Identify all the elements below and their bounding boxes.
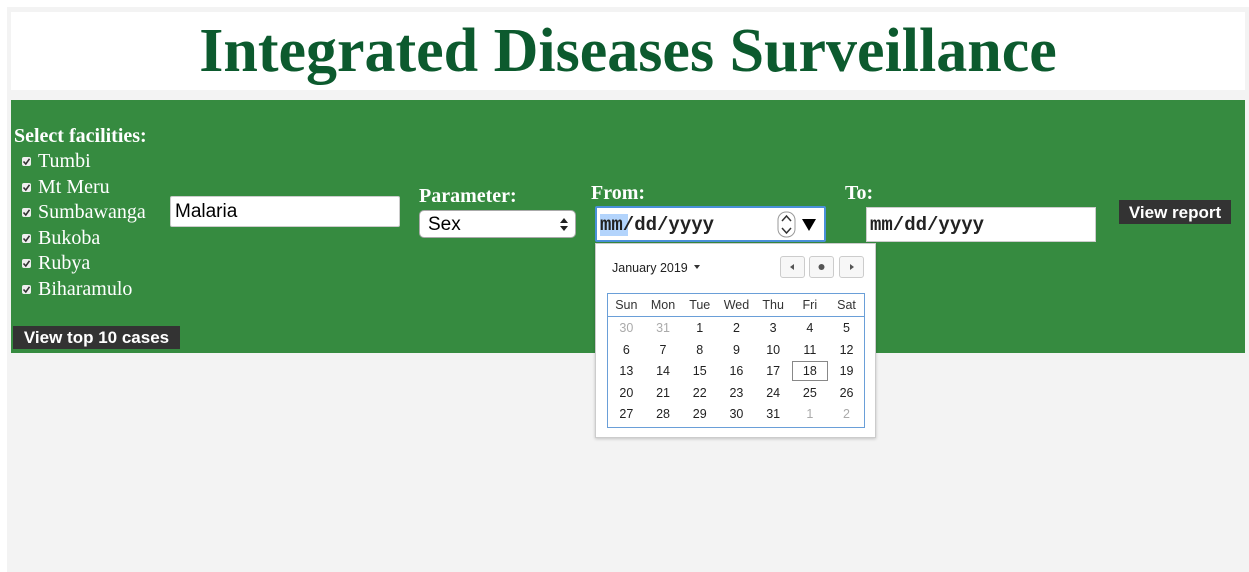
facility-checkbox[interactable] bbox=[22, 259, 31, 269]
calendar-day[interactable]: 30 bbox=[729, 407, 744, 422]
facility-name: Bukoba bbox=[38, 226, 101, 249]
facility-name: Sumbawanga bbox=[38, 201, 146, 224]
weekday-label: Sun bbox=[615, 298, 638, 312]
view-report-button[interactable]: View report bbox=[1119, 200, 1231, 224]
facility-name: Mt Meru bbox=[38, 175, 110, 198]
select-arrows bbox=[560, 218, 568, 231]
from-date-placeholder: mm/dd/yyyy bbox=[600, 214, 715, 236]
calendar-day[interactable]: 17 bbox=[766, 364, 781, 379]
calendar-day[interactable]: 31 bbox=[766, 407, 781, 422]
page-title: Integrated Diseases Surveillance bbox=[199, 17, 1057, 85]
calendar-day[interactable]: 6 bbox=[622, 342, 630, 357]
calendar-day[interactable]: 13 bbox=[619, 364, 634, 379]
parameter-value: Sex bbox=[428, 214, 461, 235]
from-label: From: bbox=[591, 182, 646, 204]
facility-checkbox[interactable] bbox=[22, 182, 31, 192]
weekday-label: Tue bbox=[689, 298, 711, 312]
calendar-day[interactable]: 4 bbox=[806, 321, 814, 335]
to-date-placeholder: mm/dd/yyyy bbox=[870, 214, 985, 236]
calendar-popup: January 2019 Sun Mon Tue Wed Thu Fri Sat 30 31 1 2… bbox=[595, 243, 876, 438]
weekday-label: Mon bbox=[650, 298, 676, 312]
to-date-input[interactable]: mm/dd/yyyy bbox=[866, 207, 1096, 242]
check-mark bbox=[22, 235, 31, 243]
calendar-day[interactable]: 20 bbox=[619, 385, 634, 400]
calendar-day[interactable]: 8 bbox=[696, 342, 704, 357]
grid-divider bbox=[608, 316, 864, 317]
disease-value: Malaria bbox=[175, 201, 238, 222]
calendar-day[interactable]: 5 bbox=[843, 321, 850, 335]
calendar-month: January 2019 bbox=[612, 261, 704, 275]
facilities-label: Select facilities: bbox=[14, 125, 147, 147]
today-button[interactable] bbox=[809, 256, 834, 278]
facility-name: Rubya bbox=[38, 252, 91, 275]
calendar-day[interactable]: 24 bbox=[766, 385, 781, 400]
calendar-day[interactable]: 26 bbox=[839, 385, 854, 400]
check-mark bbox=[22, 260, 31, 268]
calendar-day[interactable]: 29 bbox=[692, 407, 707, 422]
next-month-button[interactable] bbox=[839, 256, 864, 278]
calendar-day[interactable]: 1 bbox=[696, 321, 704, 335]
facility-checkbox[interactable] bbox=[22, 233, 31, 243]
calendar-day[interactable]: 15 bbox=[692, 364, 707, 379]
month-label[interactable]: January 2019 bbox=[612, 261, 688, 275]
check-mark bbox=[22, 209, 31, 217]
parameter-select[interactable]: Sex bbox=[419, 210, 576, 238]
calendar-day[interactable]: 10 bbox=[766, 342, 781, 357]
parameter-label: Parameter: bbox=[419, 185, 517, 207]
facility-name: Biharamulo bbox=[38, 278, 133, 300]
facility-checkbox[interactable] bbox=[22, 157, 31, 166]
calendar-day[interactable]: 21 bbox=[656, 385, 670, 400]
header: Integrated Diseases Surveillance bbox=[11, 12, 1245, 90]
today-icon bbox=[818, 264, 825, 270]
calendar-day[interactable]: 3 bbox=[769, 321, 777, 335]
check-mark bbox=[22, 183, 31, 191]
facility-checkbox[interactable] bbox=[22, 208, 31, 218]
disease-input[interactable]: Malaria bbox=[170, 196, 400, 227]
weekday-label: Sat bbox=[837, 298, 856, 312]
calendar-day[interactable]: 14 bbox=[656, 364, 670, 379]
date-spinner[interactable] bbox=[777, 211, 797, 239]
calendar-day[interactable]: 2 bbox=[843, 407, 850, 422]
check-mark bbox=[22, 158, 31, 166]
calendar-grid: Sun Mon Tue Wed Thu Fri Sat 30 31 1 2 3 4 5 6 7 8 9 10 11 12… bbox=[607, 293, 865, 428]
calendar-day[interactable]: 19 bbox=[839, 364, 854, 379]
weekday-label: Fri bbox=[802, 298, 818, 312]
prev-month-button[interactable] bbox=[780, 256, 805, 278]
segment-highlight bbox=[600, 214, 628, 236]
calendar-day[interactable]: 9 bbox=[732, 342, 740, 357]
calendar-day[interactable]: 16 bbox=[729, 364, 744, 379]
from-date-input[interactable]: mm/dd/yyyy bbox=[595, 206, 826, 242]
weekday-label: Thu bbox=[762, 298, 784, 312]
calendar-day[interactable]: 18 bbox=[791, 361, 829, 382]
next-icon bbox=[850, 264, 854, 270]
calendar-day[interactable]: 30 bbox=[619, 321, 634, 335]
to-label: To: bbox=[845, 182, 874, 204]
calendar-day[interactable]: 25 bbox=[802, 385, 817, 400]
calendar-day[interactable]: 31 bbox=[656, 321, 670, 335]
prev-icon bbox=[790, 264, 794, 270]
calendar-day[interactable]: 27 bbox=[619, 407, 634, 422]
calendar-toggle[interactable] bbox=[801, 218, 817, 232]
calendar-day[interactable]: 2 bbox=[732, 321, 740, 335]
calendar-day[interactable]: 22 bbox=[692, 385, 707, 400]
calendar-day[interactable]: 11 bbox=[803, 342, 817, 357]
calendar-day[interactable]: 7 bbox=[659, 342, 667, 357]
weekday-label: Wed bbox=[723, 298, 750, 312]
facility-name: Tumbi bbox=[38, 150, 91, 172]
calendar-day[interactable]: 23 bbox=[729, 385, 744, 400]
calendar-day[interactable]: 12 bbox=[839, 342, 854, 357]
month-dropdown bbox=[693, 265, 700, 269]
view-top-button[interactable]: View top 10 cases bbox=[13, 326, 180, 349]
calendar-day[interactable]: 1 bbox=[806, 407, 814, 422]
calendar-day[interactable]: 28 bbox=[656, 407, 670, 422]
facility-checkbox[interactable] bbox=[22, 285, 31, 294]
check-mark bbox=[22, 286, 31, 294]
